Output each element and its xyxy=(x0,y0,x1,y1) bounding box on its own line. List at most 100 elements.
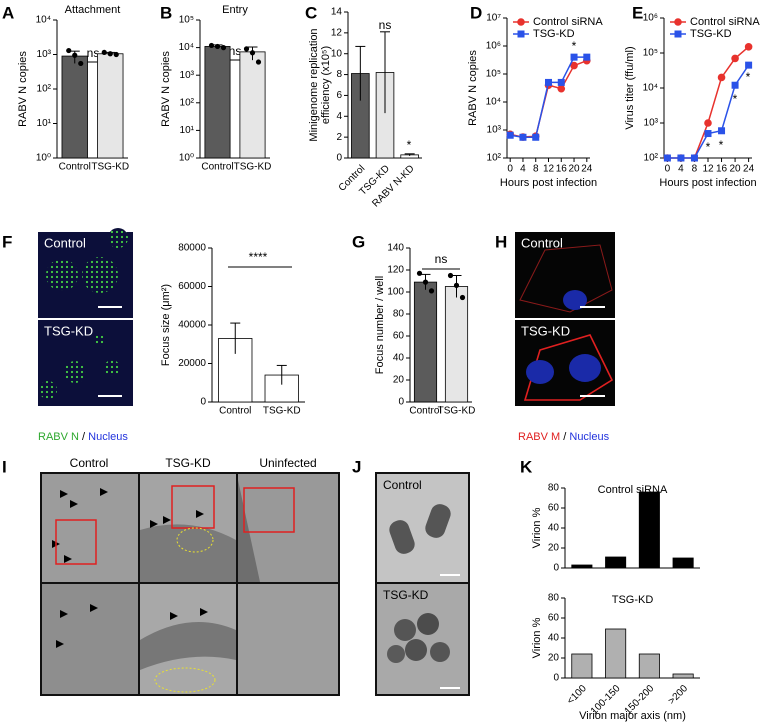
y-tick-label: 10³ xyxy=(644,118,659,129)
y-tick-label: 20 xyxy=(393,375,405,386)
marker xyxy=(506,131,514,139)
y-tick-label: 10⁰ xyxy=(36,153,51,164)
caption-part: RABV M xyxy=(518,431,560,443)
bar xyxy=(571,653,593,679)
data-point xyxy=(107,51,113,57)
x-tick-label: 12 xyxy=(702,164,714,175)
y-tick-label: 100 xyxy=(387,287,404,298)
panel-letter: H xyxy=(495,232,507,251)
x-axis-label: Hours post infection xyxy=(659,177,756,189)
y-axis-label: Virus titer (ffu/ml) xyxy=(624,46,636,129)
y-tick-label: 80000 xyxy=(178,243,206,254)
caption-part: RABV N xyxy=(38,431,79,443)
image-label: TSG-KD xyxy=(521,323,570,338)
x-tick-label: >200 xyxy=(666,683,690,707)
panel-letter: G xyxy=(352,232,365,251)
legend-label: Control siRNA xyxy=(690,16,760,28)
image-i: Control TSG-KD Uninfected xyxy=(40,456,340,696)
y-tick-label: 20 xyxy=(548,653,560,664)
data-point xyxy=(243,46,250,52)
caption-part: Nucleus xyxy=(569,431,609,443)
series-line xyxy=(510,59,588,138)
bar xyxy=(97,53,124,159)
y-tick-label: 10² xyxy=(487,153,502,164)
data-point xyxy=(249,50,256,56)
panel-letter: D xyxy=(470,3,482,22)
bar xyxy=(672,557,694,569)
bar xyxy=(239,51,266,159)
y-axis-label: Minigenome replication xyxy=(308,28,320,141)
y-tick-label: 20000 xyxy=(178,358,206,369)
x-tick-label: <100 xyxy=(565,683,589,707)
legend-label: Control siRNA xyxy=(533,16,603,28)
x-tick-label: 16 xyxy=(556,164,568,175)
marker xyxy=(519,133,527,141)
data-point xyxy=(422,279,429,285)
y-tick-label: 10⁴ xyxy=(643,83,658,94)
y-tick-label: 10⁴ xyxy=(36,15,51,26)
marker xyxy=(717,73,726,82)
marker xyxy=(704,130,712,138)
marker xyxy=(704,119,712,127)
y-tick-label: 80 xyxy=(548,593,560,604)
marker xyxy=(718,127,726,135)
marker xyxy=(557,78,565,86)
y-tick-label: 10¹ xyxy=(37,118,52,129)
panel-letter: I xyxy=(2,457,7,476)
x-tick-label: Control xyxy=(409,406,441,417)
column-title: TSG-KD xyxy=(165,456,211,470)
image-label: TSG-KD xyxy=(44,323,93,338)
y-tick-label: 60 xyxy=(548,613,560,624)
y-tick-label: 10³ xyxy=(180,70,195,81)
x-tick-label: 0 xyxy=(507,164,513,175)
x-tick-label: 20 xyxy=(568,164,580,175)
marker xyxy=(744,43,753,51)
y-axis-label: RABV N copies xyxy=(17,51,29,127)
y-tick-label: 10¹ xyxy=(180,125,195,136)
x-tick-label: 0 xyxy=(665,164,671,175)
annotation: ns xyxy=(435,252,448,266)
data-point xyxy=(72,52,78,58)
y-tick-label: 10⁰ xyxy=(179,153,194,164)
annotation: **** xyxy=(249,250,268,264)
image-f: Control TSG-KD RABV N / Nucleus xyxy=(38,228,133,443)
y-tick-label: 40 xyxy=(548,633,560,644)
x-tick-label: Control xyxy=(59,162,91,173)
x-tick-label: 4 xyxy=(678,164,684,175)
marker xyxy=(731,54,739,63)
y-tick-label: 40000 xyxy=(178,320,206,331)
bar xyxy=(571,564,593,569)
x-tick-label: 8 xyxy=(692,164,698,175)
caption-part: Nucleus xyxy=(88,431,128,443)
x-tick-label: TSG-KD xyxy=(438,406,476,417)
marker xyxy=(545,78,552,86)
y-tick-label: 140 xyxy=(387,243,404,254)
panel-letter: A xyxy=(2,3,14,22)
y-tick-label: 8 xyxy=(336,69,342,80)
image-label: TSG-KD xyxy=(383,588,429,602)
legend-marker xyxy=(674,18,682,26)
x-axis-label: Hours post infection xyxy=(500,177,597,189)
image-j: Control TSG-KD xyxy=(375,472,470,696)
y-tick-label: 40 xyxy=(393,353,405,364)
y-axis-label: Focus number / well xyxy=(374,276,386,374)
image-h: Control TSG-KD RABV M / Nucleus xyxy=(515,232,615,443)
y-tick-label: 0 xyxy=(553,673,559,684)
chart-title: Attachment xyxy=(65,4,121,16)
panel-letter: E xyxy=(632,3,643,22)
bar xyxy=(638,491,660,569)
y-tick-label: 10² xyxy=(644,153,659,164)
data-point xyxy=(416,270,423,276)
legend-marker xyxy=(674,30,682,38)
x-tick-label: TSG-KD xyxy=(91,162,129,173)
bar xyxy=(638,653,660,679)
caption-part: / xyxy=(563,431,567,443)
y-tick-label: 40 xyxy=(548,523,560,534)
y-tick-label: 10⁵ xyxy=(179,15,194,26)
panel-letter: F xyxy=(2,232,12,251)
data-point xyxy=(428,288,435,294)
marker xyxy=(532,133,540,141)
annotation: * xyxy=(706,140,711,154)
marker xyxy=(690,154,698,162)
